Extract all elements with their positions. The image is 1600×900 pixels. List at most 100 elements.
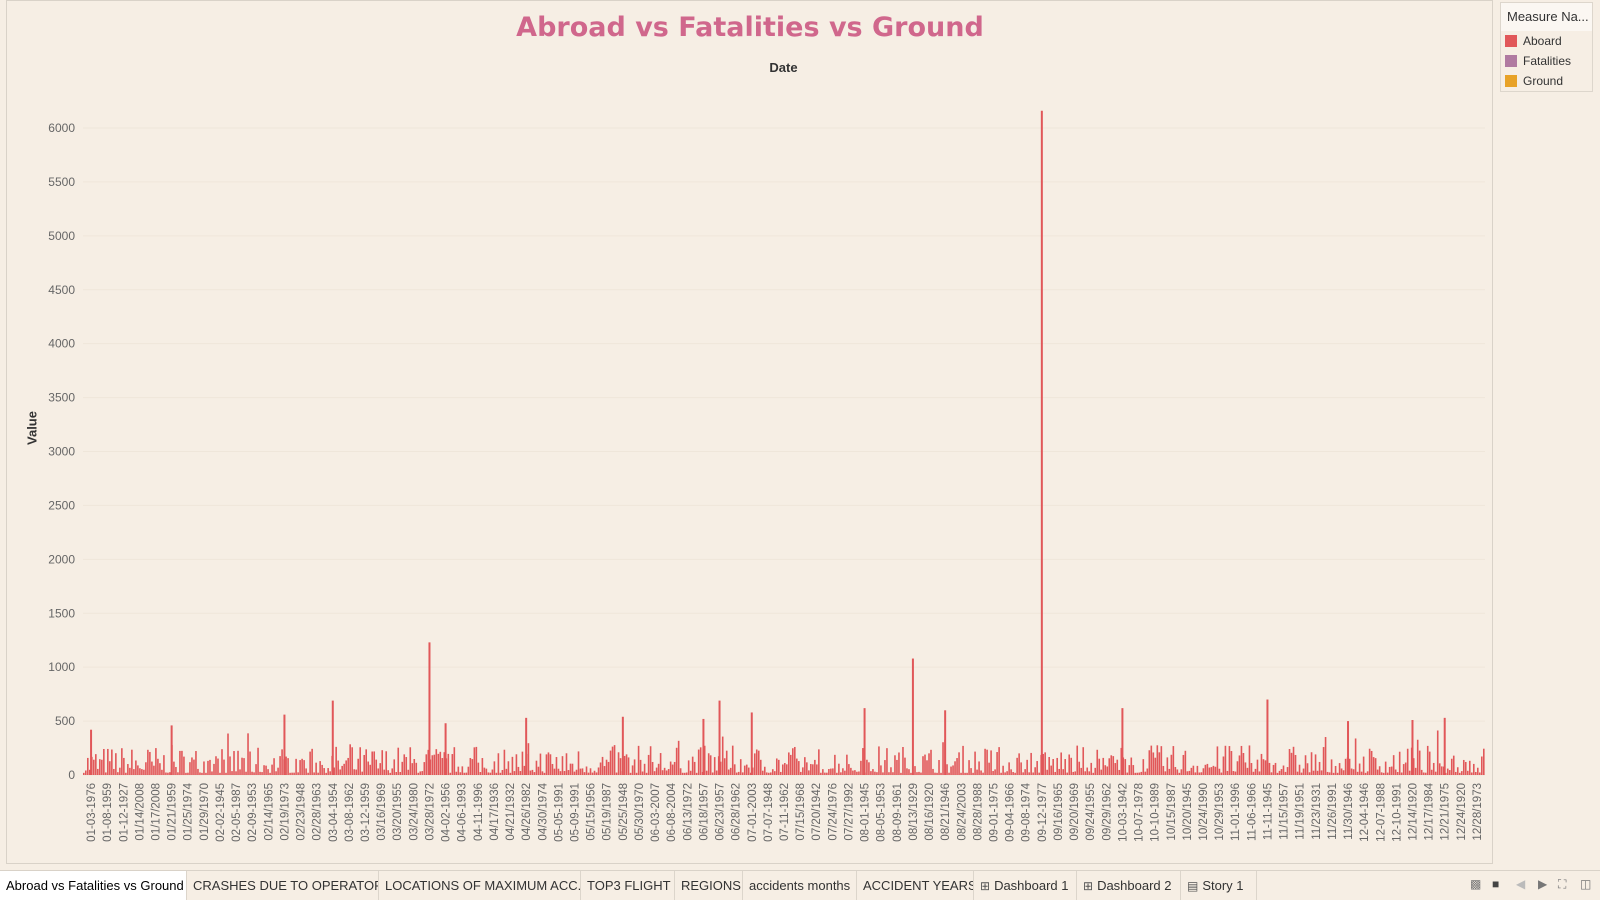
bar <box>1258 771 1261 775</box>
bar <box>259 771 261 775</box>
bar <box>1430 769 1433 775</box>
tab-crashes-due-to-operators[interactable]: CRASHES DUE TO OPERATORS <box>187 871 379 900</box>
bar <box>1092 772 1095 775</box>
bar <box>1022 772 1024 775</box>
bar <box>950 766 952 775</box>
bar <box>1290 752 1293 775</box>
bar <box>800 771 802 775</box>
legend-item-aboard[interactable]: Aboard <box>1501 31 1592 51</box>
bar <box>1458 772 1461 775</box>
tab-label: TOP3 FLIGHT <box>587 878 671 893</box>
bar <box>249 751 251 775</box>
bar <box>359 747 361 775</box>
x-tick-label: 11/26/1991 <box>1327 783 1339 840</box>
chart-svg: 0 500 1000 1500 2000 2500 3000 3500 4000 4500 5000… <box>48 110 1485 842</box>
bar <box>1098 758 1101 775</box>
bar-peak <box>702 718 705 775</box>
bar <box>1146 768 1149 775</box>
next-sheet-icon[interactable]: ▶ <box>1538 877 1548 891</box>
tab-regions[interactable]: REGIONS <box>675 871 743 900</box>
legend-item-fatalities[interactable]: Fatalities <box>1501 51 1592 71</box>
tab-top3-flight[interactable]: TOP3 FLIGHT <box>581 871 675 900</box>
bar <box>1194 772 1197 775</box>
x-tick-label: 12-07-1988 <box>1375 783 1387 842</box>
bar <box>1110 755 1113 775</box>
tab-locations-of-maximum[interactable]: LOCATIONS OF MAXIMUM ACC... <box>379 871 581 900</box>
bar <box>1474 771 1477 775</box>
bar <box>687 760 690 775</box>
bar <box>603 766 606 775</box>
bar <box>455 771 458 775</box>
bar <box>513 771 516 775</box>
bar <box>337 760 339 775</box>
bar <box>223 759 225 775</box>
bar <box>1214 766 1217 775</box>
bar <box>952 765 954 775</box>
tab-label: Story 1 <box>1202 878 1244 893</box>
bar <box>183 756 185 775</box>
fullscreen-icon[interactable]: ⛶ <box>1558 877 1567 891</box>
legend-title[interactable]: Measure Na... <box>1501 3 1592 31</box>
tab-abroad-vs-fatalities[interactable]: Abroad vs Fatalities vs Ground <box>0 871 187 900</box>
bar <box>385 751 388 775</box>
tab-label: LOCATIONS OF MAXIMUM ACC... <box>385 878 581 893</box>
bar <box>379 763 382 775</box>
bar <box>1392 755 1395 775</box>
bar <box>401 761 404 775</box>
bar <box>1286 767 1289 775</box>
bar <box>439 751 442 775</box>
bar <box>788 752 790 775</box>
bar <box>1386 772 1389 775</box>
bar <box>994 769 996 775</box>
bar <box>611 746 614 775</box>
bar <box>407 769 410 775</box>
bar <box>1126 772 1129 775</box>
bar <box>902 747 904 775</box>
bar <box>1268 762 1271 775</box>
show-filmstrip-icon[interactable]: ▩ <box>1470 877 1482 891</box>
tab-story-1[interactable]: ▤ Story 1 <box>1181 871 1257 900</box>
presentation-mode-icon[interactable]: ◫ <box>1580 877 1592 891</box>
x-tick-label: 02-02-1945 <box>215 783 227 842</box>
x-tick-label: 10/29/1953 <box>1214 783 1226 841</box>
previous-sheet-icon[interactable]: ◀ <box>1516 877 1526 891</box>
bar <box>1426 745 1429 775</box>
tab-dashboard-1[interactable]: ⊞ Dashboard 1 <box>974 871 1077 900</box>
bar <box>659 753 662 775</box>
bar <box>729 767 732 775</box>
bar <box>1456 767 1459 775</box>
bar <box>457 766 460 775</box>
bar <box>443 752 446 775</box>
bar <box>942 742 944 775</box>
bar <box>395 772 398 775</box>
bar <box>1288 749 1291 775</box>
bar <box>157 758 159 775</box>
bar <box>365 749 367 775</box>
bar <box>195 751 197 775</box>
bar <box>657 763 660 775</box>
bar <box>637 745 640 775</box>
bar <box>145 762 147 775</box>
bar <box>753 753 756 775</box>
tab-accidents-months[interactable]: accidents months <box>743 871 857 900</box>
bar <box>755 749 758 775</box>
tab-dashboard-2[interactable]: ⊞ Dashboard 2 <box>1077 871 1181 900</box>
bar <box>697 749 700 775</box>
tab-accident-years[interactable]: ACCIDENT YEARS <box>857 871 974 900</box>
bar <box>643 763 646 775</box>
bar <box>916 772 918 775</box>
bar <box>471 759 474 775</box>
bar <box>1068 754 1071 775</box>
bar <box>1014 772 1016 775</box>
bar <box>757 750 760 775</box>
bar <box>1406 748 1409 775</box>
bar <box>1483 748 1485 775</box>
legend-item-ground[interactable]: Ground <box>1501 71 1592 91</box>
bar <box>908 769 910 775</box>
bar <box>605 759 608 775</box>
bar <box>826 772 828 775</box>
y-tick-label: 0 <box>68 768 75 782</box>
show-tabs-icon[interactable]: ■ <box>1492 877 1500 891</box>
bar <box>984 748 986 775</box>
bar <box>1060 752 1062 775</box>
